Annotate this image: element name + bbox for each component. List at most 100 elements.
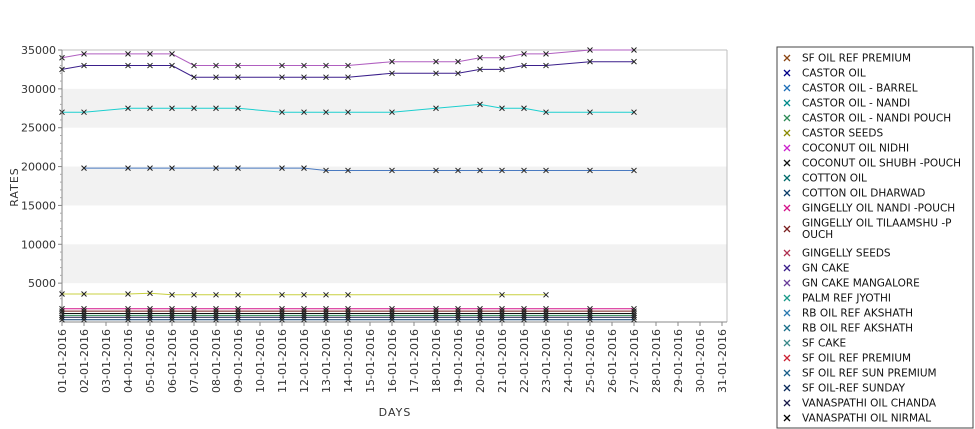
legend-marker-icon [783,84,791,92]
grid-bands [62,88,727,284]
data-point [301,305,307,312]
legend-item: GN CAKE MANGALORE [783,278,920,290]
x-axis-ticks: 01-01-2016 02-01-2016 03-01-2016 04-01-2016… [56,322,729,393]
data-point [477,314,483,321]
x-tick-label: 26-01-2016 [606,329,619,393]
legend-marker-icon [783,324,791,332]
legend-item: GN CAKE [783,263,849,275]
legend-label: OUCH [802,229,833,241]
y-tick-label: 10000 [21,238,56,251]
x-tick-label: 02-01-2016 [78,329,91,393]
series [59,305,637,312]
data-point [499,305,505,312]
data-point [323,74,329,81]
data-point [125,51,131,57]
data-point [81,291,87,297]
data-point [169,165,175,171]
data-point [125,308,131,314]
data-point [81,314,87,321]
data-point [169,105,175,112]
data-point [323,316,329,323]
data-point [455,316,461,323]
data-point [279,291,285,298]
legend-marker-icon [783,144,791,152]
data-point [477,167,483,174]
data-point [631,167,637,174]
data-point [81,316,87,323]
data-point [455,58,461,65]
data-point [499,291,505,298]
data-point [279,308,285,314]
x-tick-label: 19-01-2016 [452,329,465,393]
x-tick-label: 17-01-2016 [408,329,421,393]
x-tick-label: 29-01-2016 [672,329,685,393]
legend-item: VANASPATHI OIL CHANDA [783,398,937,410]
legend-item: COCONUT OIL NIDHI [783,143,909,155]
data-point [521,167,527,174]
data-point [147,51,153,57]
legend-item: SF OIL REF PREMIUM [783,353,911,365]
x-tick-label: 18-01-2016 [430,329,443,393]
data-point [499,167,505,174]
x-tick-label: 09-01-2016 [232,329,245,393]
legend-label: CASTOR OIL - BARREL [802,83,918,95]
data-point [631,305,637,312]
data-point [125,291,131,297]
data-point [543,167,549,174]
x-tick-label: 16-01-2016 [386,329,399,393]
data-point [169,316,175,323]
legend-label: GINGELLY OIL NANDI -POUCH [802,203,955,215]
legend-label: SF OIL-REF SUNDAY [802,383,906,395]
data-point [543,308,549,314]
data-point [433,314,439,321]
data-point [587,316,593,323]
legend-item: CASTOR SEEDS [783,128,884,140]
data-point [235,165,241,171]
legend-label: CASTOR OIL [802,68,866,80]
data-point [301,165,307,171]
data-point [521,308,527,314]
legend-label: GINGELLY OIL TILAAMSHU -P [802,218,952,230]
data-point [81,165,87,171]
x-tick-label: 31-01-2016 [716,329,729,393]
data-point [235,74,241,81]
x-tick-label: 21-01-2016 [496,329,509,393]
data-point [169,314,175,321]
legend-marker-icon [783,69,791,77]
series [59,308,637,314]
data-point [279,165,285,171]
legend-label: PALM REF JYOTHI [802,293,891,305]
legend-label: CASTOR OIL - NANDI [802,98,910,110]
series-line [62,103,634,113]
legend-marker-icon [783,264,791,272]
legend-label: GINGELLY SEEDS [802,248,891,260]
data-point [477,101,483,108]
legend-item: CASTOR OIL - NANDI POUCH [783,113,951,125]
data-point [147,165,153,171]
legend-marker-icon [783,54,791,62]
x-tick-label: 14-01-2016 [342,329,355,393]
x-tick-label: 12-01-2016 [298,329,311,393]
data-point [59,305,65,312]
data-point [499,316,505,323]
series [59,316,637,323]
y-tick-label: 20000 [21,161,56,174]
data-point [389,167,395,174]
legend-label: SF CAKE [802,338,846,350]
legend-label: SF OIL REF PREMIUM [802,353,911,365]
x-tick-label: 10-01-2016 [254,329,267,393]
data-point [125,62,131,69]
data-point [279,74,285,81]
data-point [169,62,175,69]
x-tick-label: 27-01-2016 [628,329,641,393]
data-point [235,305,241,312]
data-point [521,51,527,57]
data-point [433,58,439,65]
legend-label: GN CAKE MANGALORE [802,278,920,290]
x-tick-label: 01-01-2016 [56,329,69,393]
data-point [631,314,637,321]
data-point [345,167,351,174]
series [59,58,637,81]
data-point [279,316,285,323]
data-point [125,165,131,171]
